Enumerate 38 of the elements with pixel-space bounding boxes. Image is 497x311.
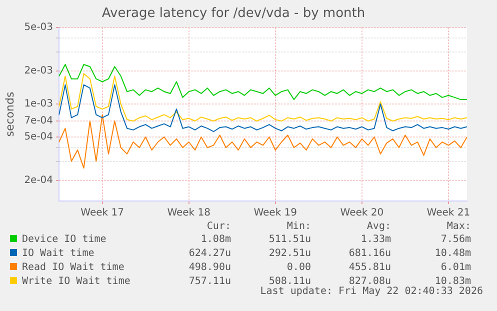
text: 10.83m xyxy=(434,275,471,287)
text: 624.27u xyxy=(188,247,231,261)
legend-label: Read IO Wait time xyxy=(21,261,126,275)
text: 508.11u xyxy=(268,275,311,287)
y-tick-label: 1e-03 xyxy=(24,98,54,110)
text: 498.90u xyxy=(188,261,231,275)
y-tick-label: 5e-03 xyxy=(24,22,54,34)
text: 10.48m xyxy=(434,247,471,261)
text: 7.56m xyxy=(440,233,471,247)
x-tick-label: Week 21 xyxy=(426,208,470,219)
x-tick-label: Week 18 xyxy=(167,208,211,219)
x-tick-label: Week 17 xyxy=(80,208,124,219)
x-tick-label: Week 19 xyxy=(254,208,298,219)
text: 0.00 xyxy=(286,261,311,275)
legend-label: Write IO Wait time xyxy=(21,275,132,289)
text: 511.51u xyxy=(268,233,311,247)
text: 455.81u xyxy=(348,261,391,275)
y-tick-label: 7e-04 xyxy=(24,116,54,127)
x-tick-label: Week 20 xyxy=(340,208,384,219)
text: 827.08u xyxy=(348,275,391,287)
y-tick-label: 5e-04 xyxy=(24,132,54,143)
y-axis-title: seconds xyxy=(3,92,16,137)
text: 757.11u xyxy=(188,275,231,289)
text: Last update: Fri May 22 02:40:33 2026 xyxy=(260,286,483,297)
text: 1.08m xyxy=(200,233,231,247)
text: Cur: xyxy=(206,221,231,233)
text: 681.16u xyxy=(348,247,391,261)
legend-label: Device IO time xyxy=(21,233,108,247)
text: 292.51u xyxy=(268,247,311,261)
text: 1.33m xyxy=(360,233,391,247)
text: Avg: xyxy=(366,221,391,233)
text: Min: xyxy=(286,221,311,233)
legend-label: IO Wait time xyxy=(21,247,96,261)
text: 6.01m xyxy=(440,261,471,275)
text: Max: xyxy=(446,221,471,233)
y-tick-label: 2e-04 xyxy=(24,175,54,186)
chart-title: Average latency for /dev/vda - by month xyxy=(102,6,366,22)
y-tick-label: 2e-03 xyxy=(24,66,54,77)
